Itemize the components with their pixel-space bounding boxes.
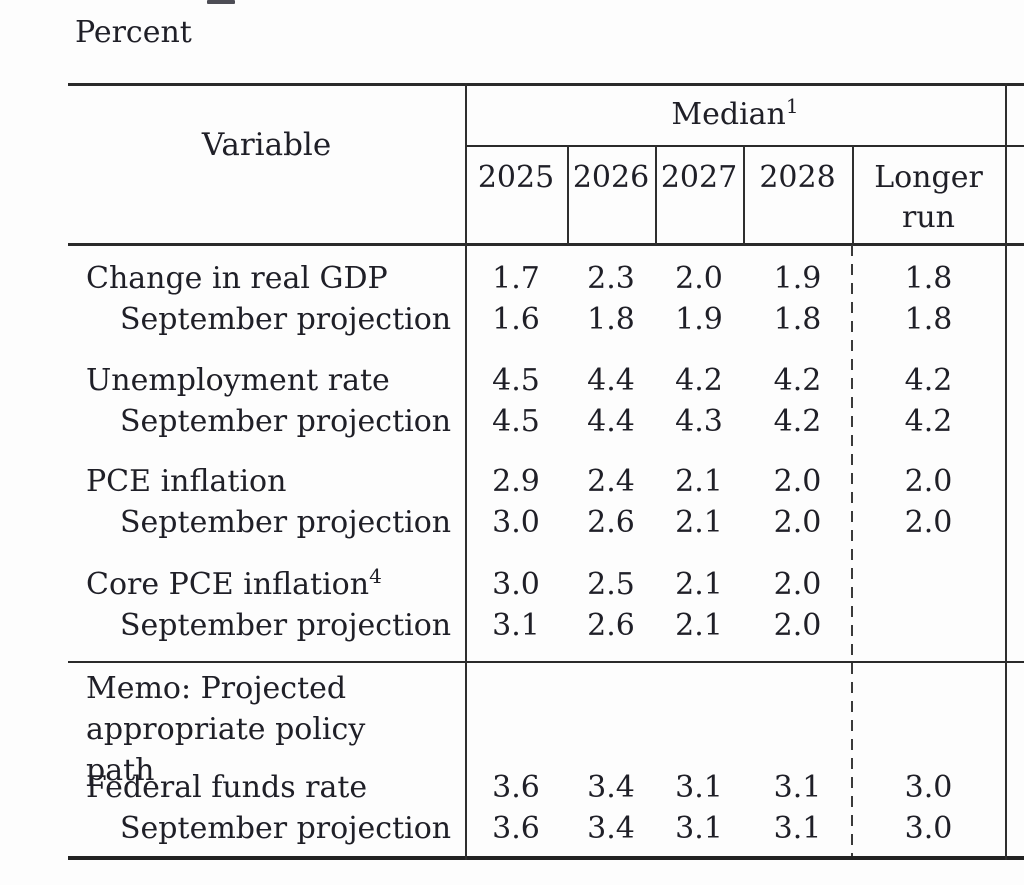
cell-2026: 2.3 [587, 261, 635, 296]
table-row-core-pce-september: September projection 3.1 2.6 2.1 2.0 [68, 605, 1005, 646]
cell-longer-run: 1.8 [904, 302, 953, 337]
vline-2027-2028 [743, 145, 745, 245]
table-row-ffr-september: September projection 3.6 3.4 3.1 3.1 3.0 [68, 808, 1005, 849]
cell-2027: 3.1 [675, 770, 723, 805]
cell-2028: 2.0 [773, 505, 822, 540]
table-row-core-pce: Core PCE inflation4 3.0 2.5 2.1 2.0 [68, 564, 1005, 605]
cell-longer-run: 3.0 [904, 770, 953, 805]
cell-2026: 1.8 [587, 302, 635, 337]
cell-2025: 3.0 [492, 505, 540, 540]
cell-2026: 4.4 [587, 363, 635, 398]
group-header-median-label: Median [671, 97, 786, 132]
cell-2025: 1.6 [492, 302, 540, 337]
cell-2026: 4.4 [587, 404, 635, 439]
cell-2027: 4.3 [675, 404, 723, 439]
vline-2026-2027 [655, 145, 657, 245]
cell-2028: 1.8 [773, 302, 822, 337]
cell-2025: 2.9 [492, 464, 540, 499]
rule-header-bottom [68, 243, 1024, 246]
cell-2025: 4.5 [492, 404, 540, 439]
row-label: September projection [120, 302, 452, 337]
cell-2028: 4.2 [773, 404, 822, 439]
rule-memo-divider [68, 661, 1024, 663]
cell-2028: 3.1 [773, 811, 822, 846]
cell-2025: 4.5 [492, 363, 540, 398]
memo-row: Memo: Projected appropriate policy path [68, 668, 458, 791]
cell-longer-run: 3.0 [904, 811, 953, 846]
cell-2026: 2.6 [587, 505, 635, 540]
table-row-federal-funds-rate: Federal funds rate 3.6 3.4 3.1 3.1 3.0 [68, 767, 1005, 808]
cell-2028: 2.0 [773, 608, 822, 643]
table-row-gdp: Change in real GDP 1.7 2.3 2.0 1.9 1.8 [68, 258, 1005, 299]
cell-2026: 2.4 [587, 464, 635, 499]
row-label: September projection [120, 505, 452, 540]
cell-longer-run: 1.8 [904, 261, 953, 296]
cell-2027: 2.1 [675, 464, 723, 499]
vline-2028-longer-header [852, 145, 854, 245]
cell-2025: 1.7 [492, 261, 540, 296]
cell-2025: 3.0 [492, 567, 540, 602]
column-header-2028: 2028 [759, 160, 836, 195]
rule-top [68, 83, 1024, 86]
cell-2025: 3.1 [492, 608, 540, 643]
year-header-row: 2025 2026 2027 2028 Longer run [465, 145, 1005, 243]
column-header-2027: 2027 [660, 160, 738, 195]
units-label: Percent [75, 15, 192, 50]
cell-2027: 4.2 [675, 363, 723, 398]
cell-2027: 3.1 [675, 811, 723, 846]
row-label: Change in real GDP [86, 261, 388, 296]
table-row-gdp-september: September projection 1.6 1.8 1.9 1.8 1.8 [68, 299, 1005, 340]
cell-2026: 2.5 [587, 567, 635, 602]
cell-2028: 3.1 [773, 770, 822, 805]
cell-longer-run: 4.2 [904, 404, 953, 439]
top-edge-artifact [207, 0, 235, 4]
group-header-median: Median1 [465, 89, 1005, 141]
table-row-pce-september: September projection 3.0 2.6 2.1 2.0 2.0 [68, 502, 1005, 543]
cell-longer-run: 2.0 [904, 505, 953, 540]
row-label: Unemployment rate [86, 363, 390, 398]
cell-2026: 2.6 [587, 608, 635, 643]
cell-2028: 4.2 [773, 363, 822, 398]
memo-label: Memo: Projected appropriate policy path [86, 671, 366, 788]
column-header-longer-run: Longer run [874, 160, 983, 235]
cell-2028: 2.0 [773, 567, 822, 602]
table-row-pce-inflation: PCE inflation 2.9 2.4 2.1 2.0 2.0 [68, 461, 1005, 502]
cell-2027: 1.9 [675, 302, 723, 337]
core-pce-footnote-superscript: 4 [369, 564, 382, 588]
row-label: September projection [120, 608, 452, 643]
cell-longer-run: 4.2 [904, 363, 953, 398]
cell-2027: 2.1 [675, 567, 723, 602]
projections-table: Variable Median1 2025 2026 2027 2028 Lon… [68, 83, 1024, 860]
table-row-unemployment-september: September projection 4.5 4.4 4.3 4.2 4.2 [68, 401, 1005, 442]
column-header-2025: 2025 [477, 160, 555, 195]
row-label: Core PCE inflation4 [86, 564, 382, 602]
rule-bottom [68, 856, 1024, 860]
median-footnote-superscript: 1 [785, 94, 799, 118]
cell-2027: 2.1 [675, 505, 723, 540]
row-label: PCE inflation [86, 464, 287, 499]
cell-2027: 2.1 [675, 608, 723, 643]
cell-2026: 3.4 [587, 811, 635, 846]
row-label: Federal funds rate [86, 770, 368, 805]
column-header-variable: Variable [201, 127, 332, 163]
cell-2025: 3.6 [492, 811, 540, 846]
vline-group-right-divider [1005, 83, 1007, 860]
vline-2025-2026 [567, 145, 569, 245]
row-label: September projection [120, 404, 452, 439]
vline-variable-divider [465, 83, 467, 860]
cell-longer-run: 2.0 [904, 464, 953, 499]
cell-2026: 3.4 [587, 770, 635, 805]
table-row-unemployment: Unemployment rate 4.5 4.4 4.2 4.2 4.2 [68, 360, 1005, 401]
column-header-2026: 2026 [572, 160, 650, 195]
dashed-longer-run-divider [851, 245, 853, 856]
cell-2025: 3.6 [492, 770, 540, 805]
cell-2028: 2.0 [773, 464, 822, 499]
cell-2027: 2.0 [675, 261, 723, 296]
row-label: September projection [120, 811, 452, 846]
cell-2028: 1.9 [773, 261, 822, 296]
